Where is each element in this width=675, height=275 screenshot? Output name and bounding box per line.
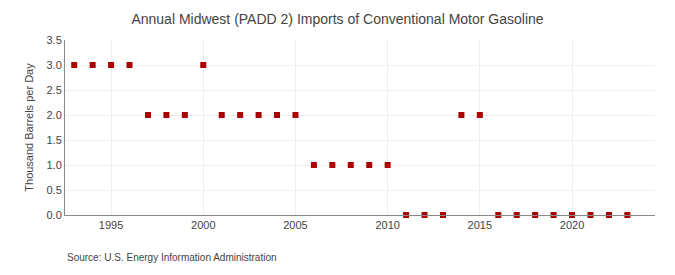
svg-text:3.0: 3.0 [47, 59, 62, 71]
svg-text:3.5: 3.5 [47, 34, 62, 46]
svg-text:0.0: 0.0 [47, 209, 62, 221]
svg-text:2015: 2015 [468, 219, 492, 231]
svg-text:2.0: 2.0 [47, 109, 62, 121]
svg-text:1995: 1995 [99, 219, 123, 231]
svg-text:2005: 2005 [283, 219, 307, 231]
svg-text:2020: 2020 [560, 219, 584, 231]
svg-text:Annual Midwest (PADD 2) Import: Annual Midwest (PADD 2) Imports of Conve… [131, 11, 543, 27]
svg-text:2010: 2010 [375, 219, 399, 231]
svg-text:1.5: 1.5 [47, 134, 62, 146]
svg-text:Source: U.S. Energy Informatio: Source: U.S. Energy Information Administ… [67, 252, 277, 263]
svg-text:2.5: 2.5 [47, 84, 62, 96]
svg-text:0.5: 0.5 [47, 184, 62, 196]
svg-text:Thousand Barrels per Day: Thousand Barrels per Day [23, 63, 35, 192]
svg-text:1.0: 1.0 [47, 159, 62, 171]
svg-text:2000: 2000 [191, 219, 215, 231]
